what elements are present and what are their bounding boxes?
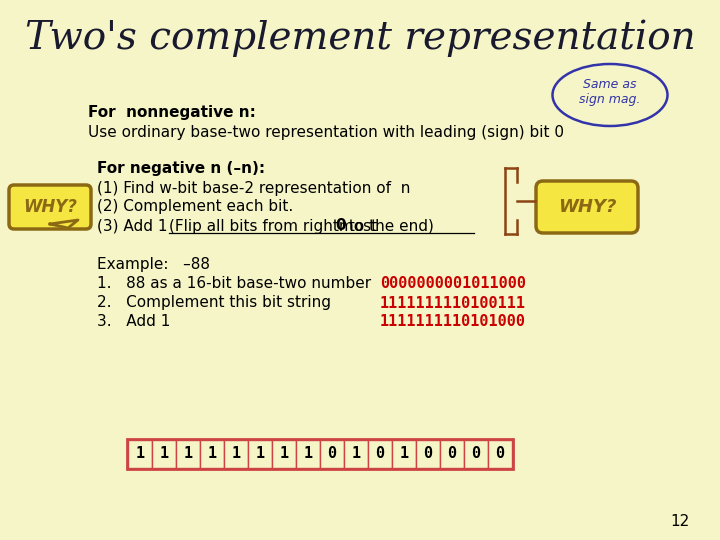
Text: (1) Find w-bit base-2 representation of  n: (1) Find w-bit base-2 representation of … <box>97 180 410 195</box>
Text: 0: 0 <box>336 219 346 233</box>
Text: 1: 1 <box>303 447 312 462</box>
Text: 1111111110100111: 1111111110100111 <box>380 295 526 310</box>
Bar <box>488 440 512 468</box>
Bar <box>127 439 513 469</box>
Text: WHY?: WHY? <box>23 198 77 216</box>
Text: 1: 1 <box>135 447 145 462</box>
Bar <box>176 440 200 468</box>
Text: 1: 1 <box>400 447 408 462</box>
Text: to the end): to the end) <box>343 219 433 233</box>
Text: 1111111110101000: 1111111110101000 <box>380 314 526 329</box>
Text: For negative n (–n):: For negative n (–n): <box>97 160 265 176</box>
Text: 1: 1 <box>279 447 289 462</box>
Bar <box>224 440 248 468</box>
Bar <box>200 440 224 468</box>
Text: 0: 0 <box>447 447 456 462</box>
Text: 1: 1 <box>351 447 361 462</box>
Bar <box>128 440 152 468</box>
Bar <box>368 440 392 468</box>
Text: 1: 1 <box>231 447 240 462</box>
Text: Use ordinary base-two representation with leading (sign) bit 0: Use ordinary base-two representation wit… <box>88 125 564 140</box>
FancyBboxPatch shape <box>536 181 638 233</box>
Text: 0: 0 <box>423 447 433 462</box>
Bar <box>272 440 296 468</box>
Text: (2) Complement each bit.: (2) Complement each bit. <box>97 199 293 214</box>
Text: 0: 0 <box>472 447 480 462</box>
Text: Two's complement representation: Two's complement representation <box>24 19 696 57</box>
Text: 1.   88 as a 16-bit base-two number: 1. 88 as a 16-bit base-two number <box>97 276 371 292</box>
Text: WHY?: WHY? <box>558 198 616 216</box>
Text: Same as
sign mag.: Same as sign mag. <box>580 78 641 106</box>
Bar <box>320 440 344 468</box>
Text: 0000000001011000: 0000000001011000 <box>380 276 526 292</box>
Text: 1: 1 <box>159 447 168 462</box>
Bar <box>392 440 416 468</box>
Text: (3) Add 1: (3) Add 1 <box>97 219 182 233</box>
Text: (Flip all bits from rightmost: (Flip all bits from rightmost <box>169 219 382 233</box>
Bar <box>416 440 440 468</box>
Bar <box>344 440 368 468</box>
Polygon shape <box>50 220 78 228</box>
Bar <box>248 440 272 468</box>
Text: 0: 0 <box>328 447 336 462</box>
Text: 1: 1 <box>207 447 217 462</box>
FancyBboxPatch shape <box>9 185 91 229</box>
Bar <box>440 440 464 468</box>
Text: 2.   Complement this bit string: 2. Complement this bit string <box>97 295 331 310</box>
Text: For  nonnegative n:: For nonnegative n: <box>88 105 256 119</box>
Text: 1: 1 <box>256 447 264 462</box>
Text: 0: 0 <box>495 447 505 462</box>
Bar <box>152 440 176 468</box>
Text: 12: 12 <box>670 515 690 530</box>
Text: Example:   –88: Example: –88 <box>97 258 210 273</box>
Bar <box>464 440 488 468</box>
Text: 1: 1 <box>184 447 192 462</box>
Text: 3.   Add 1: 3. Add 1 <box>97 314 171 329</box>
Bar <box>296 440 320 468</box>
Text: 0: 0 <box>375 447 384 462</box>
